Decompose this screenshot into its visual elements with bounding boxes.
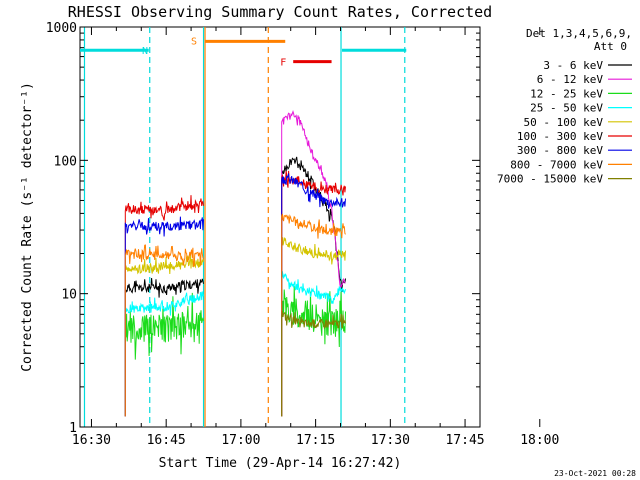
flag-label-n: N [142,46,148,57]
series-line-7000-15000-kev-seg2 [281,310,346,417]
legend-label-50-100-kev: 50 - 100 keV [524,116,604,129]
axes: 16:30 16:45 17:00 17:15 17:30 17:45 18:00 1 10 10… [46,21,560,448]
y-tick-label: 1 [69,421,77,436]
legend-label-25-50-kev: 25 - 50 keV [530,102,603,115]
y-axis-label: Corrected Count Rate (s⁻¹ detector⁻¹) [20,82,35,372]
series-line-12-25-kev-seg2 [281,285,346,417]
plot-area [79,26,481,428]
series-line-25-50-kev-seg1 [124,291,204,417]
legend-label-6-12-kev: 6 - 12 keV [537,73,604,86]
legend-label-100-300-kev: 100 - 300 keV [517,130,603,143]
flag-label-f: F [280,58,286,69]
x-tick-label: 17:45 [445,433,484,448]
y-tick-label: 100 [54,154,77,169]
legend-header: Att 0 [594,40,627,53]
series-line-800-7000-kev-seg1 [124,244,204,417]
x-tick-label: 16:45 [147,433,186,448]
series-line-6-12-kev-seg2 [281,110,346,417]
series-line-3-6-kev-seg1 [124,277,204,417]
y-tick-label: 10 [61,288,77,303]
x-tick-label: 17:00 [221,433,260,448]
x-tick-label: 18:00 [520,433,559,448]
x-tick-label: 17:30 [371,433,410,448]
legend-label-300-800-kev: 300 - 800 keV [517,144,603,157]
chart-title: RHESSI Observing Summary Count Rates, Co… [68,3,492,21]
series-line-12-25-kev-seg1 [124,292,204,417]
legend-header: Det 1,3,4,5,6,9, [526,27,632,40]
series-line-3-6-kev-seg2 [281,156,346,417]
series-line-25-50-kev-seg2 [281,271,346,417]
series-line-50-100-kev-seg2 [281,237,346,417]
footer-timestamp: 23-Oct-2021 00:28 [554,469,636,478]
series-line-300-800-kev-seg2 [281,173,346,417]
flag-label-s: S [191,36,197,47]
series-line-300-800-kev-seg1 [124,216,204,417]
legend-label-7000-15000-kev: 7000 - 15000 keV [497,173,603,186]
x-axis-label: Start Time (29-Apr-14 16:27:42) [159,456,402,471]
chart-marks: N S F [80,27,407,427]
series-line-100-300-kev-seg1 [124,195,204,417]
y-tick-label: 1000 [46,21,77,36]
plot-frame [79,26,481,428]
x-tick-label: 17:15 [296,433,335,448]
legend-label-800-7000-kev: 800 - 7000 keV [510,158,603,171]
series-line-800-7000-kev-seg2 [281,213,346,417]
x-tick-label: 16:30 [72,433,111,448]
legend-label-12-25-kev: 12 - 25 keV [530,87,603,100]
legend-label-3-6-kev: 3 - 6 keV [543,59,603,72]
